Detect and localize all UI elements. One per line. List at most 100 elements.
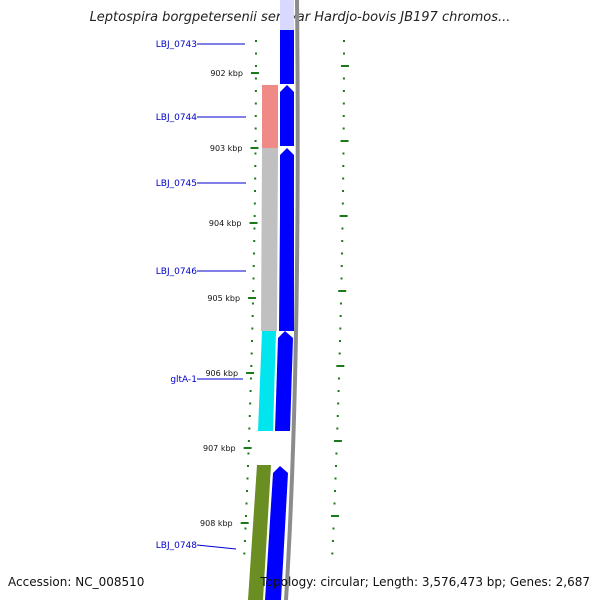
tick-label: 902 kbp bbox=[210, 69, 243, 78]
ring-dot bbox=[254, 77, 257, 80]
tick-mark bbox=[250, 72, 259, 74]
ring-dot bbox=[342, 177, 345, 180]
cds-arrow-lbj0745 bbox=[280, 148, 294, 218]
ring-dot bbox=[335, 452, 338, 455]
ring-dot bbox=[336, 365, 345, 367]
ring-dot bbox=[338, 352, 341, 355]
ring-dot bbox=[333, 440, 342, 442]
cds-highlight bbox=[280, 0, 294, 30]
ring-dot bbox=[244, 515, 247, 517]
cds-arrow-lbj0746 bbox=[279, 218, 294, 331]
tick-mark bbox=[249, 222, 258, 224]
ring-dot bbox=[254, 127, 257, 130]
ring-dot bbox=[334, 490, 337, 492]
tick-label: 904 kbp bbox=[209, 219, 242, 228]
ring-dot bbox=[342, 165, 345, 167]
ring-dot bbox=[253, 240, 256, 242]
cog-bar-olive bbox=[248, 465, 271, 600]
ring-dot bbox=[339, 315, 342, 317]
tick-label: 908 kbp bbox=[200, 519, 233, 528]
cds-arrow-lbj0743 bbox=[280, 30, 294, 84]
ring-dot bbox=[334, 477, 337, 480]
cog-bar-gray bbox=[261, 148, 278, 331]
gc-skew-ring bbox=[330, 40, 349, 555]
ring-dot bbox=[342, 115, 345, 117]
tick-ring bbox=[243, 40, 257, 555]
ring-dot bbox=[253, 227, 256, 230]
position-ticks: 902 kbp 903 kbp 904 kbp 905 kbp 906 kbp 907 k… bbox=[200, 69, 259, 528]
tick-label: 903 kbp bbox=[210, 144, 243, 153]
ring-dot bbox=[254, 90, 257, 92]
ring-dot bbox=[254, 190, 257, 192]
tick-mark bbox=[250, 147, 259, 149]
ring-dot bbox=[337, 390, 340, 392]
ring-dot bbox=[246, 465, 249, 467]
ring-dot bbox=[254, 102, 257, 105]
ring-dot bbox=[333, 502, 336, 505]
ring-dot bbox=[342, 190, 345, 192]
gene-labels: LBJ_0743 LBJ_0744 LBJ_0745 LBJ_0746 gltA-1 LB… bbox=[156, 40, 246, 551]
ring-dot bbox=[336, 427, 339, 430]
ring-dot bbox=[252, 277, 255, 280]
gene-label: LBJ_0743 bbox=[156, 40, 197, 50]
ring-dot bbox=[339, 327, 342, 330]
ring-dot bbox=[343, 40, 345, 42]
ring-dot bbox=[340, 265, 343, 267]
ring-dot bbox=[338, 290, 347, 292]
ring-dot bbox=[245, 502, 248, 505]
ring-dot bbox=[251, 327, 254, 330]
ring-dot bbox=[342, 77, 345, 80]
ring-dot bbox=[252, 252, 255, 255]
ring-dot bbox=[342, 152, 345, 155]
ring-dot bbox=[246, 477, 249, 480]
ring-dot bbox=[244, 527, 247, 530]
ring-dot bbox=[334, 465, 337, 467]
accession-text: Accession: NC_008510 bbox=[8, 575, 145, 589]
ring-dot bbox=[254, 140, 257, 142]
ring-dot bbox=[341, 202, 344, 205]
gene-label: LBJ_0748 bbox=[156, 541, 198, 551]
ring-dot bbox=[246, 490, 249, 492]
ring-dot bbox=[341, 227, 344, 230]
ring-dot bbox=[341, 240, 344, 242]
ring-dot bbox=[249, 377, 252, 380]
tick-mark bbox=[248, 297, 257, 299]
gene-leader-line bbox=[196, 544, 237, 550]
cog-bar-cyan bbox=[258, 331, 276, 431]
tick-mark bbox=[243, 447, 252, 449]
tick-label: 906 kbp bbox=[205, 369, 238, 378]
ring-dot bbox=[331, 540, 334, 542]
tick-label: 907 kbp bbox=[203, 444, 236, 453]
ring-dot bbox=[251, 315, 254, 317]
ring-dot bbox=[249, 402, 252, 405]
backbone-ring bbox=[284, 0, 300, 600]
ring-dot bbox=[254, 177, 257, 180]
ring-dot bbox=[340, 277, 343, 280]
ring-dot bbox=[250, 365, 253, 367]
ring-dot bbox=[247, 452, 250, 455]
ring-dot bbox=[342, 127, 345, 130]
map-title: Leptospira borgpetersenii serovar Hardjo… bbox=[89, 10, 511, 25]
ring-dot bbox=[254, 115, 257, 117]
ring-dot bbox=[243, 540, 246, 542]
ring-dot bbox=[339, 215, 348, 217]
topology-text: Topology: circular; Length: 3,576,473 bp… bbox=[260, 575, 590, 589]
gene-label: LBJ_0744 bbox=[156, 113, 198, 123]
ring-dot bbox=[254, 65, 257, 67]
ring-dot bbox=[249, 390, 252, 392]
ring-dot bbox=[332, 527, 335, 530]
ring-dot bbox=[253, 215, 256, 217]
ring-dot bbox=[247, 440, 250, 442]
ring-dot bbox=[251, 302, 254, 305]
ring-dot bbox=[342, 102, 345, 105]
cds-arrow-lbj0744 bbox=[280, 85, 294, 146]
ring-dot bbox=[339, 302, 342, 305]
tick-mark bbox=[246, 372, 255, 374]
gene-label: LBJ_0745 bbox=[156, 179, 197, 189]
ring-dot bbox=[340, 140, 349, 142]
ring-dot bbox=[340, 252, 343, 255]
ring-dot bbox=[255, 40, 257, 42]
ring-dot bbox=[254, 152, 257, 155]
ring-dot bbox=[339, 340, 342, 342]
